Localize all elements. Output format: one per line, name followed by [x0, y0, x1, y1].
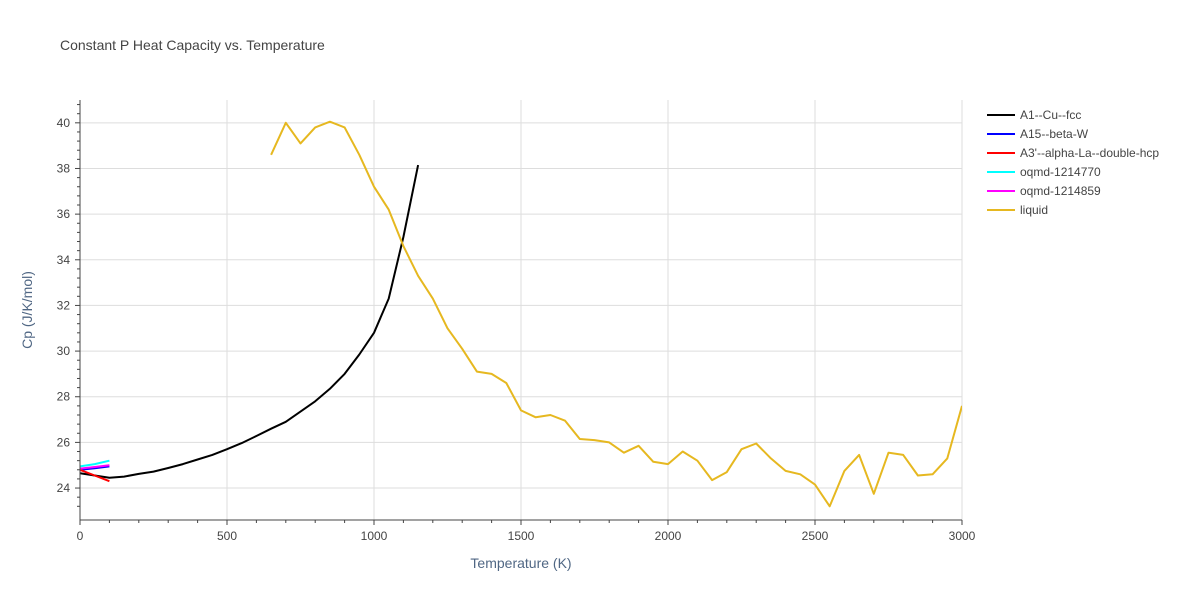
chart-title: Constant P Heat Capacity vs. Temperature [60, 37, 325, 53]
y-tick-label: 26 [57, 435, 71, 449]
grid [80, 100, 963, 520]
y-axis-label: Cp (J/K/mol) [19, 271, 35, 349]
x-tick-label: 2500 [802, 529, 829, 543]
x-axis-label: Temperature (K) [470, 555, 571, 571]
series-line-a3-alpha-la-double-hcp [80, 468, 110, 483]
legend-label: oqmd-1214770 [1020, 165, 1101, 179]
series-layer [80, 120, 962, 508]
x-tick-label: 3000 [949, 529, 976, 543]
legend-label: A3'--alpha-La--double-hcp [1020, 146, 1159, 160]
y-tick-label: 36 [57, 207, 71, 221]
legend-label: oqmd-1214859 [1020, 184, 1101, 198]
y-tick-label: 32 [57, 298, 71, 312]
x-tick-label: 1500 [508, 529, 535, 543]
x-tick-label: 500 [217, 529, 237, 543]
y-tick-label: 34 [57, 253, 71, 267]
legend-item-oqmd-1214859[interactable]: oqmd-1214859 [987, 184, 1101, 198]
legend-label: A1--Cu--fcc [1020, 108, 1081, 122]
y-tick-label: 30 [57, 344, 71, 358]
legend-item-a15-beta-w[interactable]: A15--beta-W [987, 127, 1089, 141]
legend-item-a3-alpha-la-double-hcp[interactable]: A3'--alpha-La--double-hcp [987, 146, 1159, 160]
series-line-liquid [270, 120, 962, 508]
x-tick-label: 2000 [655, 529, 682, 543]
legend-item-a1-cu-fcc[interactable]: A1--Cu--fcc [987, 108, 1081, 122]
series-line-a1-cu-fcc [80, 164, 420, 479]
y-tick-label: 24 [57, 481, 71, 495]
legend-item-oqmd-1214770[interactable]: oqmd-1214770 [987, 165, 1101, 179]
legend: A1--Cu--fcc A15--beta-W A3'--alpha-La--dou… [987, 108, 1159, 217]
y-tick-label: 38 [57, 161, 71, 175]
tick-labels: 0 500 1000 1500 2000 2500 3000 24 26 28 30 32 34 36 38… [57, 116, 976, 543]
legend-item-liquid[interactable]: liquid [987, 203, 1048, 217]
axes [75, 100, 963, 525]
x-tick-label: 0 [77, 529, 84, 543]
x-tick-label: 1000 [361, 529, 388, 543]
legend-label: A15--beta-W [1020, 127, 1089, 141]
series-line-a15-beta-w [80, 465, 110, 471]
plot-area [80, 120, 962, 508]
y-tick-label: 28 [57, 390, 71, 404]
y-tick-label: 40 [57, 116, 71, 130]
series-line-oqmd-1214859 [80, 464, 110, 470]
series-line-oqmd-1214770 [80, 459, 110, 468]
legend-label: liquid [1020, 203, 1048, 217]
